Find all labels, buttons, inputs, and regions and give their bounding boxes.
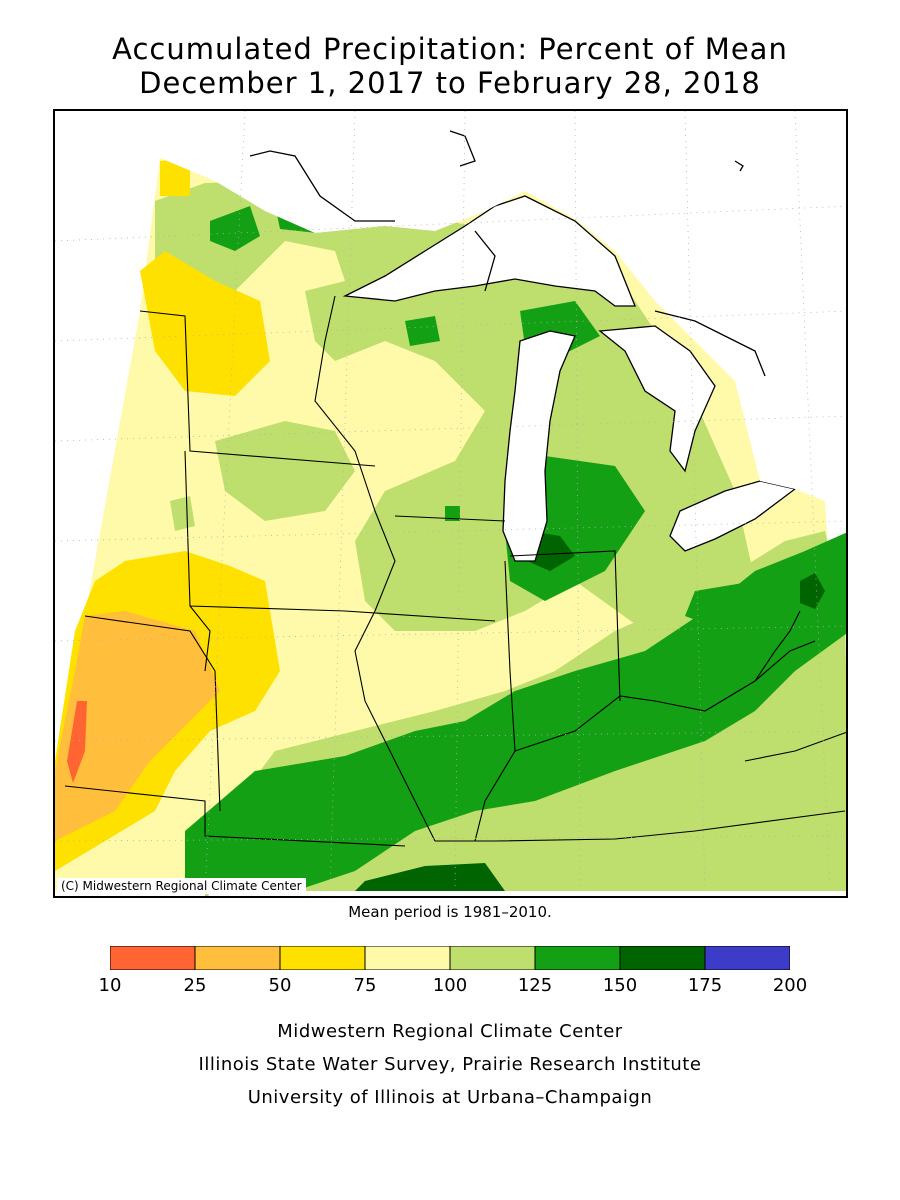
legend-tick-label: 200	[772, 975, 808, 996]
map-title-line1: Accumulated Precipitation: Percent of Me…	[112, 32, 788, 66]
legend-tick-label: 25	[183, 975, 207, 996]
legend-tick-label: 175	[687, 975, 723, 996]
lake-michigan	[502, 330, 576, 562]
credit-line-3: University of Illinois at Urbana–Champai…	[247, 1087, 653, 1108]
legend-swatch	[110, 946, 196, 970]
legend-swatch	[364, 946, 451, 970]
lake-erie	[669, 480, 797, 552]
canada-region	[160, 111, 846, 510]
graticule	[55, 111, 846, 892]
lake-superior	[342, 195, 636, 307]
legend-tick-label: 10	[98, 975, 122, 996]
legend-tick-label: 50	[268, 975, 292, 996]
legend-tick-label: 75	[353, 975, 377, 996]
precipitation-map: (C) Midwestern Regional Climate Center	[53, 109, 848, 898]
band-10-25	[67, 701, 87, 783]
great-lakes	[342, 195, 797, 562]
state-boundaries	[64, 295, 846, 847]
map-canvas	[55, 111, 846, 896]
legend-swatch	[619, 946, 706, 970]
color-legend	[110, 946, 790, 970]
mean-period-note: Mean period is 1981–2010.	[348, 903, 552, 921]
legend-tick-label: 125	[517, 975, 553, 996]
legend-swatch	[704, 946, 790, 970]
legend-tick-label: 100	[432, 975, 468, 996]
map-title-line2: December 1, 2017 to February 28, 2018	[139, 66, 761, 100]
credit-line-1: Midwestern Regional Climate Center	[277, 1021, 623, 1042]
band-25-50	[55, 611, 220, 841]
credit-line-2: Illinois State Water Survey, Prairie Res…	[198, 1054, 702, 1075]
legend-swatch	[194, 946, 281, 970]
lake-huron	[598, 325, 716, 473]
legend-tick-label: 150	[602, 975, 638, 996]
legend-swatch	[279, 946, 366, 970]
legend-swatch	[534, 946, 621, 970]
legend-swatch	[449, 946, 536, 970]
coastline	[249, 130, 766, 377]
legend-tick-labels: 10 25 50 75 100 125 150 175 200	[0, 975, 900, 999]
copyright-notice: (C) Midwestern Regional Climate Center	[57, 878, 306, 894]
